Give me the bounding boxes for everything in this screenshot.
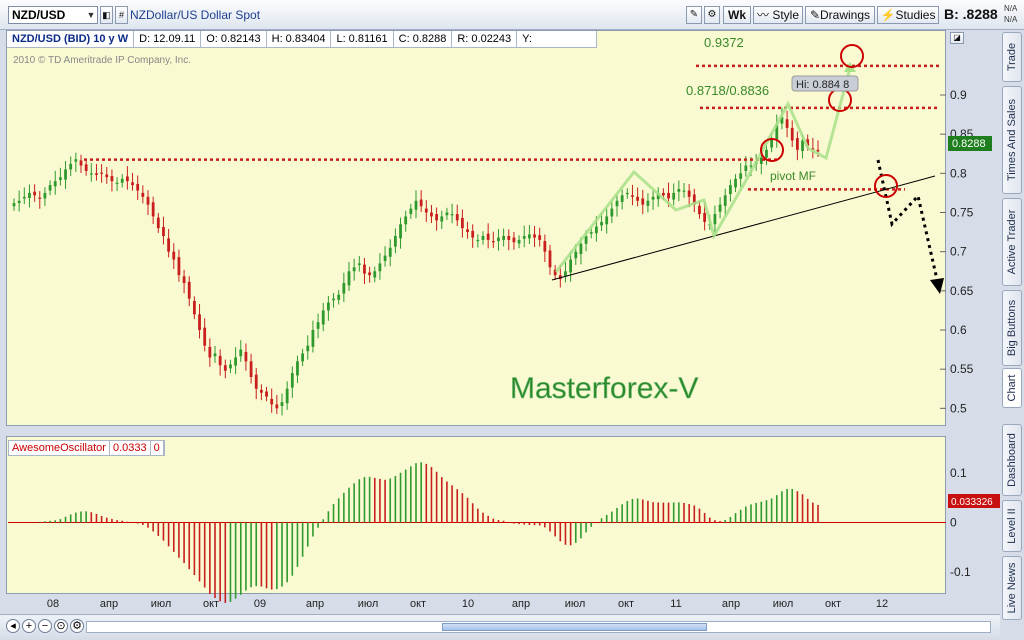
symbol-input[interactable]: NZD/USD: [8, 6, 98, 24]
settings-icon[interactable]: ⚙: [704, 6, 720, 24]
drawings-label: Drawings: [820, 8, 871, 22]
tab-times-and-sales-label: Times And Sales: [1006, 98, 1018, 182]
oscillator-header: AwesomeOscillator 0.0333 0: [8, 440, 165, 456]
scrollbar-thumb[interactable]: [442, 623, 707, 631]
last-price-badge: [948, 136, 992, 151]
studies-icon: ⚡: [880, 8, 896, 22]
symbol-dropdown-icon[interactable]: ▼: [86, 10, 96, 20]
x-tick-label: апр: [100, 598, 118, 610]
na-label-top: N/A: [1004, 4, 1018, 13]
grid-icon[interactable]: #: [115, 6, 128, 24]
copyright-text: 2010 © TD Ameritrade IP Company, Inc.: [13, 55, 192, 66]
price-y-tick-label: 0.6: [950, 323, 967, 337]
ao-value-badge: [948, 494, 1000, 508]
tab-dashboard-label: Dashboard: [1006, 433, 1018, 487]
oscillator-panel[interactable]: [6, 436, 946, 594]
chart-date: D: 12.09.11: [134, 31, 202, 47]
period-button[interactable]: Wk: [723, 6, 751, 24]
tab-times-and-sales[interactable]: Times And Sales: [1002, 86, 1022, 194]
price-y-tick-label: 0.55: [950, 362, 974, 376]
ao-y-tick-label: 0.1: [950, 466, 967, 480]
tab-chart-label: Chart: [1006, 374, 1018, 402]
bid-price: B: .8288: [944, 6, 998, 22]
style-icon: 〰: [756, 8, 769, 22]
tab-level-ii[interactable]: Level II: [1002, 500, 1022, 552]
ao-y-tick-label: 0: [950, 516, 957, 530]
chart-low: L: 0.81161: [331, 31, 394, 47]
pan-icon[interactable]: ◂: [6, 619, 20, 633]
chart-header: NZD/USD (BID) 10 y W D: 12.09.11 O: 0.82…: [7, 31, 598, 48]
tab-live-news[interactable]: Live News: [1002, 556, 1022, 620]
tab-big-buttons[interactable]: Big Buttons: [1002, 290, 1022, 366]
x-tick-label: 08: [47, 598, 59, 610]
last-price-label: 0.8288: [952, 138, 986, 150]
price-y-tick-label: 0.85: [950, 127, 974, 141]
reset-zoom-icon[interactable]: ⊙: [54, 619, 68, 633]
x-tick-label: апр: [512, 598, 530, 610]
chart-high: H: 0.83404: [267, 31, 332, 47]
studies-label: Studies: [895, 8, 936, 22]
x-tick-label: апр: [306, 598, 324, 610]
chart-close: C: 0.8288: [394, 31, 453, 47]
chart-open: O: 0.82143: [201, 31, 267, 47]
x-tick-label: апр: [722, 598, 740, 610]
zoom-out-icon[interactable]: −: [38, 619, 52, 633]
symbol-description: NZDollar/US Dollar Spot: [130, 8, 261, 22]
time-scrollbar[interactable]: [86, 621, 991, 633]
x-tick-label: 09: [254, 598, 266, 610]
x-tick-label: 10: [462, 598, 474, 610]
tab-chart[interactable]: Chart: [1002, 368, 1022, 408]
style-button[interactable]: 〰 Style: [753, 6, 803, 24]
x-tick-label: окт: [825, 598, 841, 610]
tab-live-news-label: Live News: [1006, 562, 1018, 614]
link-icon[interactable]: ◧: [100, 6, 113, 24]
settings-gear-icon[interactable]: ⚙: [70, 619, 84, 633]
drawings-button[interactable]: ✎Drawings: [805, 6, 875, 24]
na-label-bottom: N/A: [1004, 15, 1018, 24]
tab-big-buttons-label: Big Buttons: [1006, 299, 1018, 357]
oscillator-value: 0.0333: [110, 441, 151, 455]
price-y-tick-label: 0.9: [950, 88, 967, 102]
x-tick-label: июл: [151, 598, 172, 610]
x-tick-label: окт: [410, 598, 426, 610]
chart-range: R: 0.02243: [452, 31, 518, 47]
tab-dashboard[interactable]: Dashboard: [1002, 424, 1022, 496]
zoom-in-icon[interactable]: +: [22, 619, 36, 633]
x-tick-label: 12: [876, 598, 888, 610]
price-y-tick-label: 0.7: [950, 245, 967, 259]
tab-active-trader[interactable]: Active Trader: [1002, 198, 1022, 286]
pencil-icon: ✎: [809, 8, 821, 22]
tools-icon[interactable]: ✎: [686, 6, 702, 24]
top-toolbar: NZD/USD ▼ ◧ # NZDollar/US Dollar Spot ✎ …: [0, 0, 1024, 30]
price-chart-panel[interactable]: NZD/USD (BID) 10 y W D: 12.09.11 O: 0.82…: [6, 30, 946, 426]
price-y-tick-label: 0.65: [950, 284, 974, 298]
price-y-tick-label: 0.75: [950, 206, 974, 220]
chart-y: Y:: [517, 31, 598, 47]
maximize-icon[interactable]: ◪: [950, 32, 964, 44]
price-y-tick-label: 0.5: [950, 401, 967, 415]
tab-active-trader-label: Active Trader: [1006, 209, 1018, 275]
ao-y-tick-label: -0.1: [950, 565, 971, 579]
x-tick-label: июл: [358, 598, 379, 610]
bottom-bar: ◂ + − ⊙ ⚙: [0, 614, 1000, 640]
x-tick-label: 11: [670, 598, 681, 610]
tab-trade-label: Trade: [1006, 42, 1018, 72]
oscillator-zero: 0: [151, 441, 164, 455]
x-tick-label: июл: [773, 598, 794, 610]
style-label: Style: [772, 8, 800, 22]
price-y-tick-label: 0.8: [950, 166, 967, 180]
studies-button[interactable]: ⚡Studies: [877, 6, 939, 24]
x-tick-label: окт: [618, 598, 634, 610]
x-tick-label: июл: [565, 598, 586, 610]
x-tick-label: окт: [203, 598, 219, 610]
ao-value-label: 0.033326: [951, 497, 993, 508]
oscillator-name: AwesomeOscillator: [9, 441, 110, 455]
tab-trade[interactable]: Trade: [1002, 32, 1022, 82]
tab-level-ii-label: Level II: [1006, 508, 1018, 544]
chart-title: NZD/USD (BID) 10 y W: [7, 31, 135, 47]
